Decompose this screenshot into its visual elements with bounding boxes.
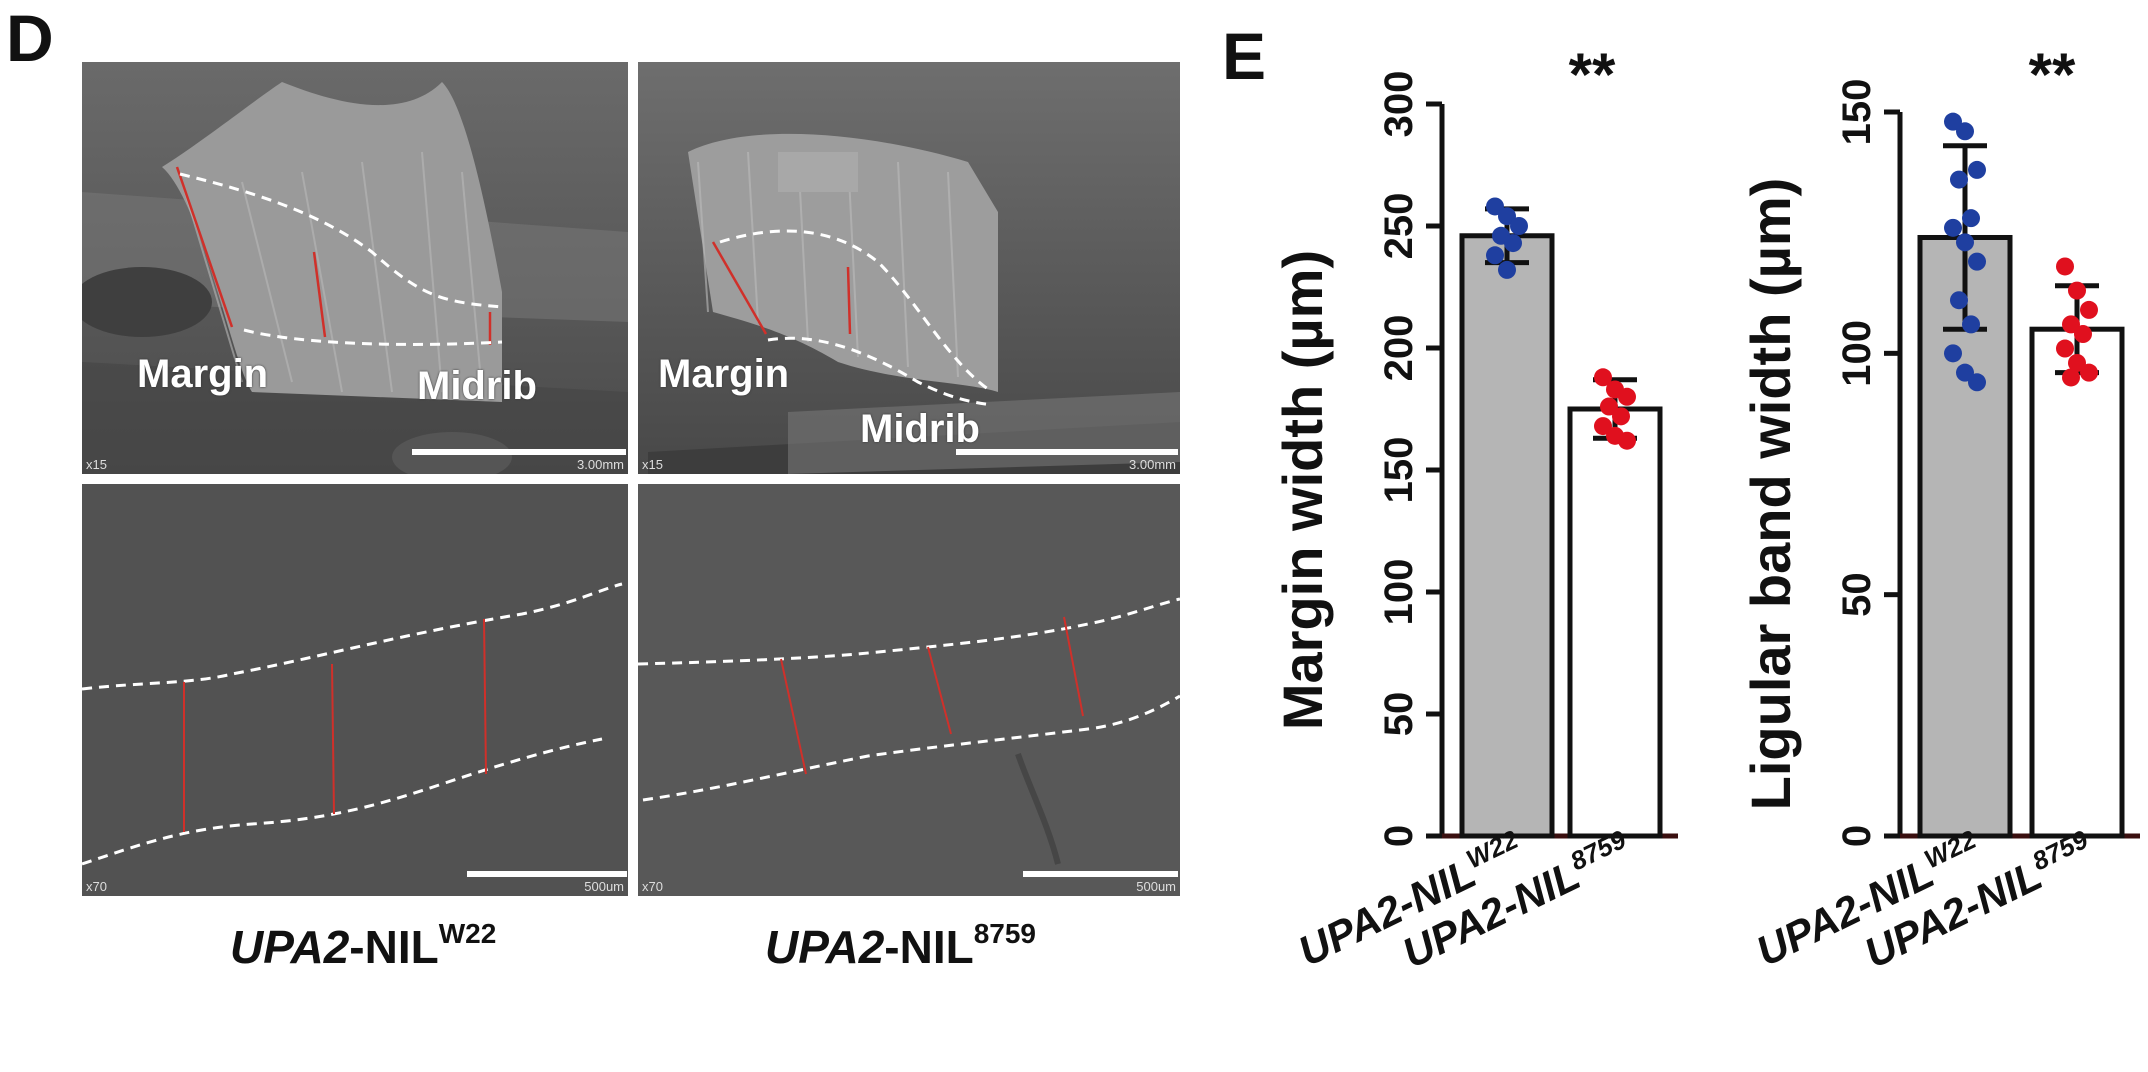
data-point bbox=[1956, 363, 1974, 382]
data-point bbox=[1594, 417, 1612, 436]
data-point bbox=[2080, 363, 2098, 382]
caption-w22-italic: UPA2 bbox=[230, 921, 350, 973]
data-point bbox=[1612, 407, 1630, 426]
caption-8759-sup: 8759 bbox=[973, 917, 1037, 949]
data-point bbox=[1944, 218, 1962, 237]
sem-bottom-left-w22: x70 500um bbox=[82, 484, 628, 896]
sem-top-right-image bbox=[638, 62, 1180, 474]
data-point bbox=[2074, 325, 2092, 344]
margin-label: Margin bbox=[658, 352, 790, 396]
data-point bbox=[1618, 431, 1636, 450]
y-tick-label: 150 bbox=[1835, 79, 1879, 146]
y-tick-label: 100 bbox=[1835, 320, 1879, 387]
data-point bbox=[1950, 170, 1968, 189]
sem-top-left-w22: Margin Midrib x15 3.00mm bbox=[82, 62, 628, 474]
margin-label: Margin bbox=[137, 352, 269, 396]
data-point bbox=[2056, 257, 2074, 276]
significance-mark: ** bbox=[1569, 41, 1616, 108]
bar bbox=[2029, 326, 2125, 839]
data-point bbox=[1504, 234, 1522, 253]
data-point bbox=[1962, 315, 1980, 334]
y-tick-label: 100 bbox=[1377, 559, 1421, 626]
scale-bar bbox=[467, 871, 627, 877]
y-tick-label: 0 bbox=[1377, 825, 1421, 847]
data-point bbox=[2062, 315, 2080, 334]
y-tick-label: 50 bbox=[1377, 692, 1421, 737]
y-tick-label: 250 bbox=[1377, 193, 1421, 260]
caption-w22-rest: -NIL bbox=[349, 921, 439, 973]
data-point bbox=[1944, 112, 1962, 131]
data-point bbox=[1498, 207, 1516, 226]
sem-top-left-image bbox=[82, 62, 628, 474]
data-point bbox=[1594, 368, 1612, 387]
data-point bbox=[1600, 397, 1618, 416]
bar bbox=[1917, 234, 2013, 839]
midrib-label: Midrib bbox=[860, 407, 980, 451]
scale-bar bbox=[1023, 871, 1178, 877]
data-point bbox=[1962, 209, 1980, 228]
data-point bbox=[1498, 260, 1516, 279]
sem-bottom-left-image bbox=[82, 484, 628, 896]
caption-8759: UPA2-NIL8759 bbox=[765, 917, 1037, 974]
data-point bbox=[2062, 368, 2080, 387]
sem-bottom-right-image bbox=[638, 484, 1180, 896]
data-point bbox=[1944, 344, 1962, 363]
y-tick-label: 50 bbox=[1835, 572, 1879, 617]
data-point bbox=[2056, 339, 2074, 358]
caption-8759-rest: -NIL bbox=[884, 921, 974, 973]
data-point bbox=[1618, 387, 1636, 406]
panel-letter-e: E bbox=[1222, 19, 1267, 93]
y-axis-label: Ligular band width (µm) bbox=[1739, 178, 1802, 811]
y-tick-label: 300 bbox=[1377, 71, 1421, 138]
magnification-text: x70 bbox=[642, 879, 663, 894]
data-point bbox=[2068, 353, 2086, 372]
caption-8759-italic: UPA2 bbox=[765, 921, 885, 973]
scale-bar bbox=[956, 449, 1178, 455]
scale-text: 3.00mm bbox=[1129, 457, 1176, 472]
caption-w22: UPA2-NILW22 bbox=[230, 917, 497, 974]
bar bbox=[1567, 406, 1663, 839]
magnification-text: x70 bbox=[86, 879, 107, 894]
midrib-label: Midrib bbox=[417, 364, 537, 408]
data-point bbox=[1486, 197, 1504, 216]
data-point bbox=[2080, 300, 2098, 319]
scale-text: 3.00mm bbox=[577, 457, 624, 472]
scale-text: 500um bbox=[1136, 879, 1176, 894]
scale-bar bbox=[412, 449, 626, 455]
scale-text: 500um bbox=[584, 879, 624, 894]
y-tick-label: 0 bbox=[1835, 825, 1879, 847]
magnification-text: x15 bbox=[86, 457, 107, 472]
y-tick-label: 200 bbox=[1377, 315, 1421, 382]
panel-letter-d: D bbox=[6, 1, 54, 75]
data-point bbox=[1968, 252, 1986, 271]
data-point bbox=[1510, 217, 1528, 235]
magnification-text: x15 bbox=[642, 457, 663, 472]
data-point bbox=[1968, 373, 1986, 392]
y-axis-label: Margin width (µm) bbox=[1271, 250, 1334, 730]
data-point bbox=[1486, 246, 1504, 265]
caption-w22-sup: W22 bbox=[438, 917, 497, 949]
data-point bbox=[1968, 160, 1986, 179]
data-point bbox=[1956, 233, 1974, 252]
bar bbox=[1459, 233, 1555, 839]
significance-mark: ** bbox=[2029, 41, 2076, 108]
sem-top-right-8759: Margin Midrib x15 3.00mm bbox=[638, 62, 1180, 474]
sem-bottom-right-8759: x70 500um bbox=[638, 484, 1180, 896]
data-point bbox=[1950, 291, 1968, 310]
data-point bbox=[1956, 122, 1974, 141]
data-point bbox=[2068, 281, 2086, 300]
y-tick-label: 150 bbox=[1377, 437, 1421, 504]
